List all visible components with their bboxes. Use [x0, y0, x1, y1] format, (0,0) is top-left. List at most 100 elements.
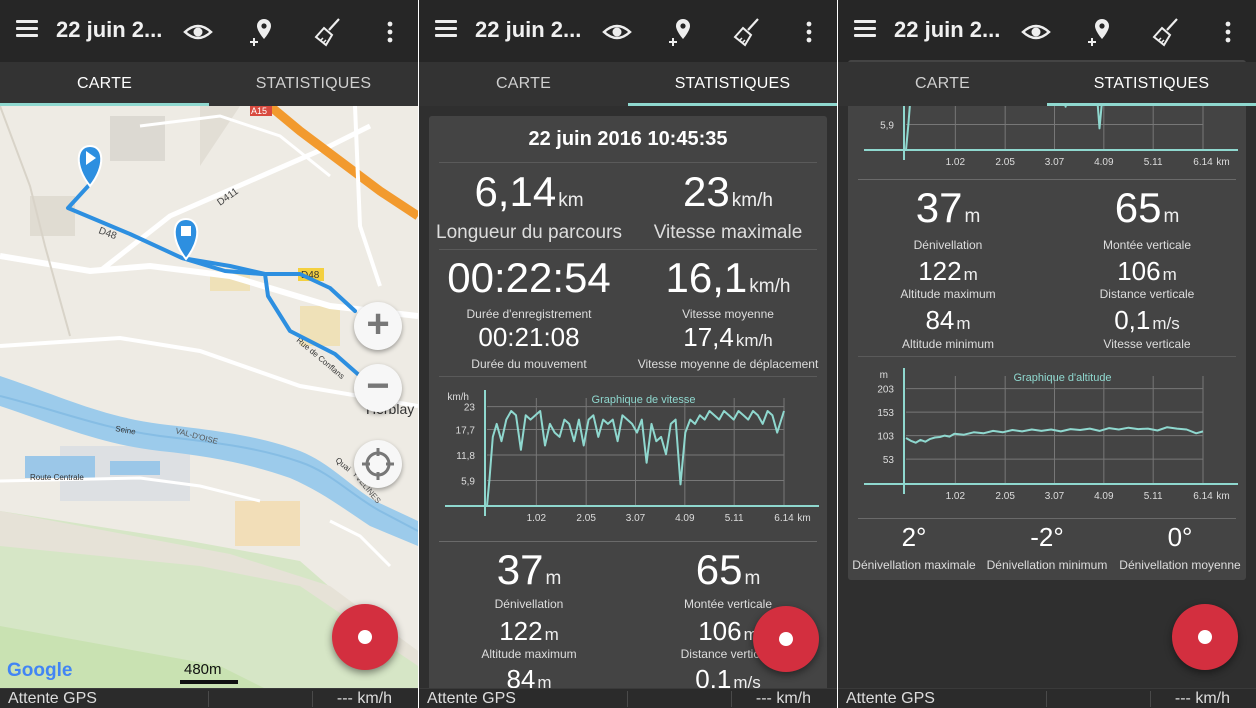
pente-moy-value: 0°: [1167, 522, 1193, 552]
record-button[interactable]: [1172, 604, 1238, 670]
altmin-label: Altitude minimum: [901, 337, 995, 351]
zoom-out-button[interactable]: −: [354, 364, 402, 412]
clear-icon[interactable]: [1150, 16, 1182, 48]
altmax-label: Altitude maximum: [481, 647, 577, 661]
tab-stats[interactable]: STATISTIQUES: [1093, 75, 1210, 92]
tab-stats[interactable]: STATISTIQUES: [674, 75, 791, 92]
page-title: 22 juin 2...: [894, 17, 1001, 42]
chart-title: Graphique de vitesse: [592, 394, 696, 406]
tab-map[interactable]: CARTE: [77, 75, 132, 92]
y-tick-label: 11,8: [456, 451, 475, 462]
scale-label: 480m: [184, 661, 222, 678]
tab-map[interactable]: CARTE: [915, 75, 970, 92]
tab-map[interactable]: CARTE: [496, 75, 551, 92]
track-date: 22 juin 2016 10:45:35: [528, 128, 728, 150]
montee-label: Montée verticale: [683, 597, 773, 611]
status-bar: Attente GPS --- km/h: [419, 688, 837, 708]
map-label-a15: A15: [251, 106, 267, 116]
x-tick-label: 3.07: [1045, 491, 1065, 502]
record-icon: [358, 630, 372, 644]
altmin-value: 84 m: [925, 305, 971, 335]
x-tick-label: 6.14: [1193, 491, 1213, 502]
stats-card: 22 juin 2016 10:45:35 6,14 km Longueur du…: [429, 116, 827, 708]
scale-bar: [180, 680, 238, 684]
menu-icon[interactable]: [854, 20, 878, 40]
x-tick-label: 2.05: [995, 157, 1015, 168]
avgmove-value: 17,4 km/h: [683, 322, 773, 352]
record-icon: [779, 632, 793, 646]
y-tick-label: 103: [877, 432, 894, 443]
y-axis-label: km/h: [447, 392, 469, 403]
avgspeed-label: Vitesse moyenne: [682, 307, 774, 321]
eye-icon[interactable]: [601, 16, 633, 48]
chart-title: Graphique d'altitude: [1013, 372, 1111, 384]
map-view[interactable]: A15 D411 D48 D48 Rue de Conflans Seine V…: [0, 102, 418, 706]
tab-indicator: [628, 103, 837, 106]
more-icon[interactable]: [793, 16, 825, 48]
distvert-label: Distance verticale: [680, 647, 776, 661]
montee-value: 65 m: [695, 546, 761, 593]
denivel-value: 37 m: [915, 184, 981, 231]
length-value: 6,14 km: [474, 168, 584, 215]
distvert-value: 106 m: [1117, 256, 1177, 286]
record-button[interactable]: [332, 604, 398, 670]
x-tick-label: 4.09: [1094, 157, 1114, 168]
locate-button[interactable]: [354, 440, 402, 488]
start-marker-icon[interactable]: [77, 144, 103, 188]
crosshair-icon: [362, 448, 394, 480]
eye-icon[interactable]: [182, 16, 214, 48]
pente-min-label: Dénivellation minimum: [986, 558, 1108, 572]
x-tick-label: 4.09: [1094, 491, 1114, 502]
eye-icon[interactable]: [1020, 16, 1052, 48]
add-marker-icon[interactable]: [1084, 16, 1116, 48]
y-tick-label: 53: [883, 455, 895, 466]
montee-value: 65 m: [1114, 184, 1180, 231]
map-label-route-centrale: Route Centrale: [30, 473, 84, 482]
menu-icon[interactable]: [435, 20, 459, 40]
tab-indicator: [1047, 103, 1256, 106]
map-canvas[interactable]: A15 D411 D48 D48 Rue de Conflans Seine V…: [0, 102, 418, 706]
x-tick-label: 1.02: [527, 513, 547, 524]
pente-max-label: Dénivellation maximale: [852, 558, 976, 572]
map-label-seine: Seine: [115, 424, 137, 437]
series-line: [905, 426, 1204, 444]
x-tick-label: 3.07: [1045, 157, 1065, 168]
menu-icon[interactable]: [16, 20, 40, 40]
tab-stats[interactable]: STATISTIQUES: [255, 75, 372, 92]
clear-icon[interactable]: [312, 16, 344, 48]
x-tick-label: 2.05: [995, 491, 1015, 502]
add-marker-icon[interactable]: [665, 16, 697, 48]
add-marker-icon[interactable]: [246, 16, 278, 48]
more-icon[interactable]: [1212, 16, 1244, 48]
duration-value: 00:22:54: [447, 254, 611, 301]
record-button[interactable]: [753, 606, 819, 672]
record-icon: [1198, 630, 1212, 644]
y-tick-label: 23: [464, 403, 476, 414]
page-title: 22 juin 2...: [475, 17, 582, 42]
x-axis-label: km: [1216, 491, 1229, 502]
toolbar: 22 juin 2...: [838, 0, 1256, 62]
altitude-chart: 1.02 2.05 3.07 4.09 5.11 6.14 203 153 103 53 m km Gr…: [848, 364, 1246, 514]
pente-moy-label: Dénivellation moyenne: [1119, 558, 1241, 572]
pente-min-value: -2°: [1030, 522, 1064, 552]
map-screen: 22 juin 2... CARTE STATISTIQUES: [0, 0, 418, 708]
clear-icon[interactable]: [731, 16, 763, 48]
duration-label: Durée d'enregistrement: [466, 307, 592, 321]
x-tick-label: 6.14: [774, 513, 794, 524]
y-tick-label: 203: [877, 385, 894, 396]
speed-chart: 1.02 2.05 3.07 4.09 5.11 6.14 23 17,7 11,8 5,9 km/…: [429, 386, 827, 536]
page-title: 22 juin 2...: [56, 17, 163, 42]
x-axis-label: km: [797, 513, 810, 524]
speed-readout: --- km/h: [1174, 690, 1230, 707]
toolbar: 22 juin 2...: [419, 0, 837, 62]
movetime-value: 00:21:08: [478, 322, 580, 352]
stats-card: 1.022.053.074.095.116.142317,711,85,9km/…: [848, 60, 1246, 580]
x-tick-label: 5.11: [1144, 491, 1163, 502]
more-icon[interactable]: [374, 16, 406, 48]
end-marker-icon[interactable]: [173, 217, 199, 261]
tab-bar: CARTE STATISTIQUES: [419, 62, 837, 106]
altmax-label: Altitude maximum: [900, 287, 996, 301]
vitvert-value: 0,1 m/s: [1114, 305, 1180, 335]
zoom-in-button[interactable]: +: [354, 302, 402, 350]
avgspeed-value: 16,1 km/h: [665, 254, 791, 301]
